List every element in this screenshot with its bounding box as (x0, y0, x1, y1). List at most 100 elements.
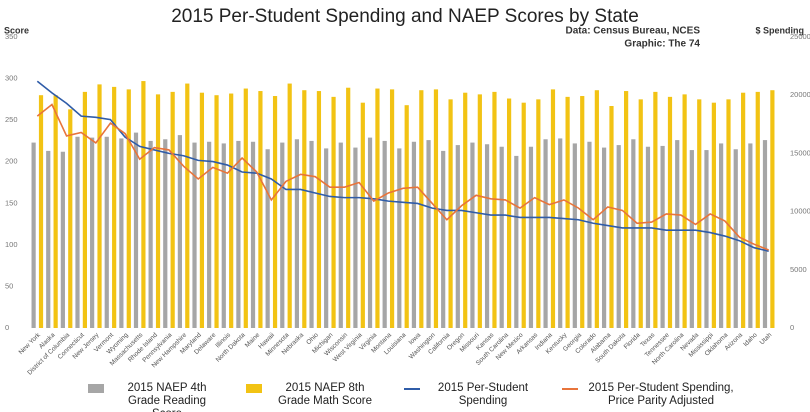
legend-swatch (88, 384, 104, 393)
bar (141, 81, 146, 329)
bar (382, 140, 387, 328)
legend-swatch (404, 388, 420, 390)
y2-tick-label: 15000 (790, 148, 810, 157)
bar (243, 88, 248, 328)
bar (631, 139, 636, 328)
legend-swatch (562, 388, 578, 390)
bar (250, 141, 256, 328)
bar (660, 145, 665, 328)
bar (192, 142, 197, 328)
bar (455, 145, 460, 328)
bar (148, 140, 153, 328)
legend-item: 2015 NAEP 4th Grade Reading Score (88, 382, 222, 412)
y2-tick-label: 10000 (790, 207, 810, 216)
bar (229, 93, 234, 328)
bar (302, 90, 307, 328)
bar (594, 90, 599, 328)
bar (550, 89, 556, 328)
legend-label: 2015 NAEP 4th Grade Reading Score (127, 382, 207, 412)
bar (236, 140, 241, 328)
legend-swatch (246, 384, 262, 393)
bar (521, 102, 526, 328)
legend-item: 2015 NAEP 8th Grade Math Score (246, 382, 380, 412)
bar (653, 91, 658, 328)
bar (601, 147, 607, 328)
legend-label: 2015 NAEP 8th Grade Math Score (278, 382, 372, 407)
bar (543, 139, 548, 328)
source: Data: Census Bureau, NCES (566, 26, 701, 37)
bar (133, 132, 139, 328)
bar (762, 140, 768, 328)
bar (346, 87, 351, 329)
bar (492, 91, 497, 328)
y-tick-label: 300 (5, 74, 18, 83)
bar (60, 151, 65, 328)
bar (68, 109, 73, 328)
bar (704, 150, 709, 328)
bar (375, 88, 380, 328)
bar (316, 91, 322, 329)
bar (126, 89, 131, 328)
bar (616, 145, 621, 328)
bar (331, 96, 336, 328)
y-tick-label: 100 (5, 240, 18, 249)
bar (75, 136, 80, 328)
bar (207, 141, 212, 328)
bar (587, 141, 592, 328)
bar (667, 96, 673, 328)
bar (484, 144, 490, 328)
bar (675, 140, 680, 328)
bar (514, 155, 519, 328)
y2-axis-title: $ Spending (755, 25, 804, 35)
bar (528, 146, 534, 328)
legend-item: 2015 Per-Student Spending, Price Parity … (562, 382, 736, 412)
bar (38, 95, 44, 328)
y-axis-title: Score (4, 25, 29, 35)
bar (360, 102, 365, 328)
bar (419, 90, 424, 328)
y-tick-label: 350 (5, 32, 18, 41)
bar (272, 96, 278, 328)
y-tick-label: 200 (5, 157, 18, 166)
bar (82, 91, 87, 328)
bar (697, 99, 702, 328)
bar (155, 94, 161, 329)
bar (177, 135, 182, 328)
legend-label: 2015 Per-Student Spending, Price Parity … (588, 382, 734, 407)
bar (185, 83, 190, 328)
bar (624, 91, 629, 329)
bar (572, 143, 577, 328)
bar (309, 140, 314, 328)
bar (411, 141, 417, 328)
bar (199, 92, 205, 328)
bar (353, 147, 358, 328)
y-tick-label: 150 (5, 198, 18, 207)
bar (397, 148, 402, 328)
bar (389, 89, 395, 328)
bar (682, 94, 687, 329)
legend: 2015 NAEP 4th Grade Reading Score 2015 NA… (88, 382, 808, 412)
bar (609, 106, 614, 328)
bar (338, 142, 343, 328)
legend-label: 2015 Per-Student Spending (437, 382, 529, 407)
y2-tick-label: 25000 (790, 32, 810, 41)
bar (163, 139, 168, 328)
bar (506, 98, 512, 328)
y2-tick-label: 0 (790, 323, 794, 332)
bar (287, 83, 292, 328)
bar (477, 94, 482, 329)
credit: Graphic: The 74 (624, 39, 700, 50)
bar (748, 143, 753, 328)
bar (367, 137, 373, 328)
line (36, 80, 769, 252)
bar (645, 146, 651, 328)
bar (565, 96, 570, 328)
chart-title: 2015 Per-Student Spending and NAEP Score… (171, 6, 639, 27)
line (36, 103, 769, 251)
bar (470, 142, 475, 328)
bar (448, 99, 453, 328)
bar (31, 142, 36, 328)
bar (258, 91, 263, 329)
